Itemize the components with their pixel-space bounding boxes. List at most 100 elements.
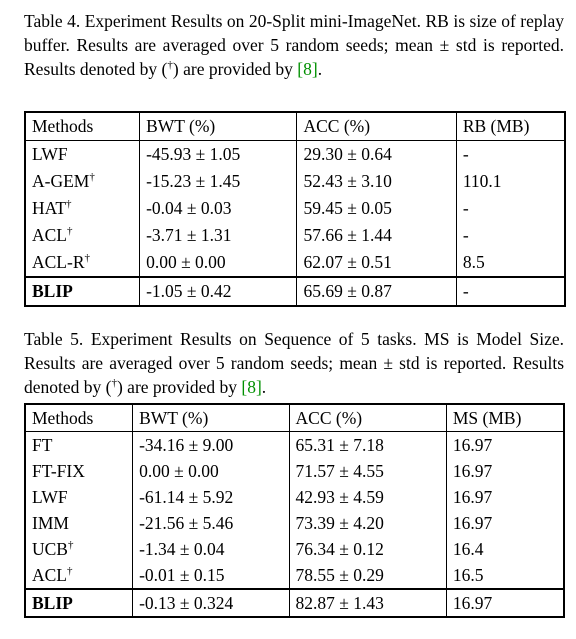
bwt-cell: 0.00 ± 0.00	[139, 249, 298, 277]
extra-cell: 16.97	[445, 458, 565, 484]
acc-cell: 76.34 ± 0.12	[288, 536, 447, 562]
method-name: A-GEM	[32, 171, 90, 191]
method-name: LWF	[32, 144, 68, 164]
dagger-mark: †	[67, 538, 74, 551]
extra-cell: 16.97	[445, 588, 565, 618]
table-row: BLIP -1.05 ± 0.42 65.69 ± 0.87-	[24, 276, 566, 307]
method-name: BLIP	[32, 592, 73, 613]
table4-caption-text-2: ) are provided by	[172, 59, 298, 79]
method-cell: FT	[24, 431, 134, 458]
extra-cell: 8.5	[455, 249, 566, 277]
bwt-cell: -34.16 ± 9.00	[132, 431, 290, 458]
table5-header-row: Methods BWT (%) ACC (%) MS (MB)	[24, 403, 565, 432]
acc-cell: 59.45 ± 0.05	[296, 195, 457, 222]
table5-header-cell: BWT (%)	[132, 403, 290, 432]
table4-header-cell: ACC (%)	[296, 111, 457, 141]
method-name: ACL	[32, 225, 67, 245]
table5-caption-text-2: ) are provided by	[116, 377, 242, 397]
dagger-mark: †	[67, 564, 73, 577]
extra-cell: 16.97	[445, 510, 565, 536]
acc-cell: 82.87 ± 1.43	[288, 588, 447, 618]
table4-header-cell: Methods	[24, 111, 141, 141]
table-row: IMM -21.56 ± 5.46 73.39 ± 4.20 16.97	[24, 510, 565, 536]
method-cell: UCB†	[24, 536, 134, 562]
table-row: ACL-R† 0.00 ± 0.00 62.07 ± 0.51 8.5	[24, 249, 566, 277]
bwt-cell: -0.01 ± 0.15	[132, 562, 290, 589]
acc-cell: 52.43 ± 3.10	[296, 168, 457, 195]
method-cell: BLIP	[24, 588, 134, 618]
method-cell: ACL†	[24, 562, 134, 589]
method-cell: BLIP	[24, 276, 141, 307]
bwt-cell: -15.23 ± 1.45	[139, 168, 298, 195]
method-name: FT	[32, 434, 53, 455]
table-row: ACL† -3.71 ± 1.31 57.66 ± 1.44-	[24, 222, 566, 249]
extra-cell: 16.97	[445, 431, 565, 458]
method-cell: A-GEM†	[24, 168, 141, 195]
dagger-mark: †	[89, 171, 95, 183]
method-name: HAT	[32, 198, 67, 218]
dagger-mark: †	[66, 198, 72, 210]
acc-cell: 57.66 ± 1.44	[296, 222, 457, 249]
table5: Methods BWT (%) ACC (%) MS (MB) FT -34.16 ± 9…	[24, 403, 565, 618]
table5-header-cell: Methods	[24, 403, 134, 432]
method-name: LWF	[32, 486, 68, 507]
dagger-mark: †	[67, 225, 73, 237]
bwt-cell: -21.56 ± 5.46	[132, 510, 290, 536]
extra-cell: -	[455, 140, 566, 168]
acc-cell: 62.07 ± 0.51	[296, 249, 457, 277]
table4-caption-end: .	[317, 59, 323, 79]
table-row: A-GEM† -15.23 ± 1.45 52.43 ± 3.10 110.1	[24, 168, 566, 195]
method-cell: ACL-R†	[24, 249, 141, 277]
method-cell: FT-FIX	[24, 458, 134, 484]
method-name: UCB	[32, 538, 68, 559]
table5-citation-link[interactable]: [8]	[241, 377, 262, 397]
method-cell: LWF	[24, 140, 141, 168]
acc-cell: 73.39 ± 4.20	[288, 510, 447, 536]
table-row: FT -34.16 ± 9.00 65.31 ± 7.18 16.97	[24, 431, 565, 458]
acc-cell: 71.57 ± 4.55	[288, 458, 447, 484]
acc-cell: 65.31 ± 7.18	[288, 431, 447, 458]
table-row: LWF -45.93 ± 1.05 29.30 ± 0.64-	[24, 140, 566, 168]
table4-caption: Table 4. Experiment Results on 20-Split …	[24, 9, 564, 81]
extra-cell: -	[455, 276, 566, 307]
extra-cell: 16.4	[445, 536, 565, 562]
table5-caption-end: .	[261, 377, 267, 397]
table4-citation-link[interactable]: [8]	[297, 59, 318, 79]
table4: Methods BWT (%) ACC (%) RB (MB) LWF -45.93 ± …	[24, 111, 566, 307]
bwt-cell: -1.34 ± 0.04	[132, 536, 290, 562]
table5-caption-text: Table 5. Experiment Results on Sequence …	[24, 329, 564, 397]
table4-header-cell: BWT (%)	[139, 111, 298, 141]
method-cell: IMM	[24, 510, 134, 536]
table4-header-cell: RB (MB)	[455, 111, 566, 141]
table5-header-cell: MS (MB)	[445, 403, 565, 432]
table-row: LWF -61.14 ± 5.92 42.93 ± 4.59 16.97	[24, 484, 565, 510]
table4-header-row: Methods BWT (%) ACC (%) RB (MB)	[24, 111, 566, 141]
bwt-cell: -0.04 ± 0.03	[139, 195, 298, 222]
method-name: BLIP	[32, 281, 73, 301]
method-cell: HAT†	[24, 195, 141, 222]
bwt-cell: -1.05 ± 0.42	[139, 276, 298, 307]
table-row: UCB† -1.34 ± 0.04 76.34 ± 0.12 16.4	[24, 536, 565, 562]
bwt-cell: -61.14 ± 5.92	[132, 484, 290, 510]
bwt-cell: -45.93 ± 1.05	[139, 140, 298, 168]
extra-cell: -	[455, 222, 566, 249]
table4-caption-dagger: †	[167, 59, 173, 71]
table-row: FT-FIX 0.00 ± 0.00 71.57 ± 4.55 16.97	[24, 458, 565, 484]
dagger-mark: †	[84, 252, 91, 264]
extra-cell: 110.1	[455, 168, 566, 195]
method-name: ACL	[32, 564, 67, 585]
table-row: BLIP -0.13 ± 0.324 82.87 ± 1.43 16.97	[24, 588, 565, 618]
method-name: ACL-R	[32, 252, 85, 272]
acc-cell: 42.93 ± 4.59	[288, 484, 447, 510]
table5-caption: Table 5. Experiment Results on Sequence …	[24, 327, 564, 399]
method-name: IMM	[32, 512, 69, 533]
table-row: HAT† -0.04 ± 0.03 59.45 ± 0.05-	[24, 195, 566, 222]
extra-cell: 16.5	[445, 562, 565, 589]
bwt-cell: -3.71 ± 1.31	[139, 222, 298, 249]
method-name: FT-FIX	[32, 460, 85, 481]
table5-caption-dagger: †	[111, 377, 117, 389]
table4-caption-text: Table 4. Experiment Results on 20-Split …	[24, 11, 564, 79]
table-row: ACL† -0.01 ± 0.15 78.55 ± 0.29 16.5	[24, 562, 565, 589]
acc-cell: 65.69 ± 0.87	[296, 276, 457, 307]
acc-cell: 29.30 ± 0.64	[296, 140, 457, 168]
